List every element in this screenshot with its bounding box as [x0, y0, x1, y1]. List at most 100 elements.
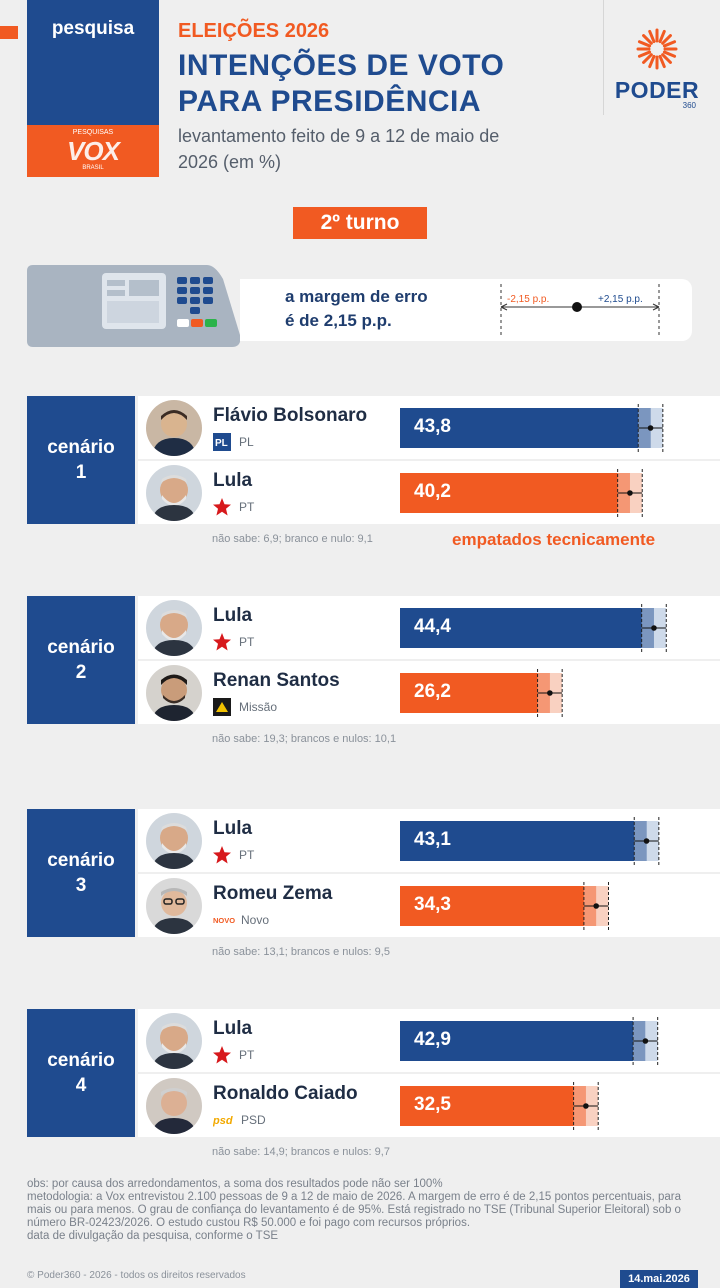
avatar: [146, 600, 202, 656]
scenario-label-number: 1: [75, 462, 87, 483]
party-name: Missão: [239, 700, 278, 714]
party: psd PSD: [213, 1110, 266, 1130]
psd-logo-icon: psd: [213, 1111, 237, 1129]
avatar: [146, 813, 202, 869]
pollster-logo-top-text: PESQUISAS: [72, 129, 114, 136]
scenario-1-label: cenário 1: [27, 396, 135, 524]
subtitle: levantamento feito de 9 a 12 de maio de …: [178, 126, 500, 172]
margin-text-line1: a margem de erro: [285, 287, 428, 306]
scenario-label-word: cenário: [47, 637, 115, 658]
party-name: PT: [239, 500, 255, 514]
scenario-note: não sabe: 13,1; brancos e nulos: 9,5: [212, 946, 390, 958]
candidate-name: Lula: [213, 605, 253, 626]
pollster-logo-text: VOX: [67, 135, 120, 166]
page-title: INTENÇÕES DE VOTO PARA PRESIDÊNCIA: [178, 49, 505, 118]
party: PT: [213, 497, 254, 517]
pt-star-icon: [213, 498, 231, 516]
candidate-name: Flávio Bolsonaro: [213, 405, 368, 426]
scenario-label-number: 3: [75, 875, 87, 896]
scenario-note: não sabe: 14,9; brancos e nulos: 9,7: [212, 1146, 390, 1158]
bar-value-label: 32,5: [414, 1094, 451, 1115]
candidate-row: Flávio Bolsonaro PL PL: [138, 396, 400, 459]
avatar: [146, 878, 202, 934]
candidate-name: Ronaldo Caiado: [213, 1083, 358, 1104]
candidate-row: Lula PT: [138, 596, 400, 659]
bar-value-label: 40,2: [414, 481, 451, 502]
scenario-2-label: cenário 2: [27, 596, 135, 724]
candidate-name: Renan Santos: [213, 670, 340, 691]
avatar: [146, 1013, 202, 1069]
copyright: © Poder360 - 2026 - todos os direitos re…: [27, 1270, 246, 1281]
pollster-logo: PESQUISAS VOX BRASIL: [27, 125, 159, 177]
release-note: data de divulgação da pesquisa, conforme…: [27, 1230, 279, 1242]
avatar: [146, 400, 202, 456]
pt-star-icon: [213, 1046, 231, 1064]
novo-logo-icon: NOVO: [213, 911, 237, 929]
margin-minus-label: -2,15 p.p.: [507, 294, 549, 305]
bar-value-label: 43,8: [414, 416, 451, 437]
category-box: [27, 0, 159, 125]
bar: 43,1: [400, 821, 647, 861]
scenario-label-number: 2: [75, 662, 87, 683]
margin-diagram: -2,15 p.p. +2,15 p.p.: [500, 284, 660, 336]
pl-logo-icon: PL: [213, 433, 231, 451]
avatar: [146, 665, 202, 721]
party-name: PT: [239, 848, 255, 862]
margin-card: [240, 279, 692, 341]
footnotes: obs: por causa dos arredondamentos, a so…: [27, 1178, 695, 1243]
scenario-label-word: cenário: [47, 437, 115, 458]
candidate-row: Ronaldo Caiado psd PSD: [138, 1074, 400, 1137]
margin-plus-label: +2,15 p.p.: [598, 294, 643, 305]
candidate-row: Romeu Zema NOVO Novo: [138, 874, 400, 937]
tie-label: empatados tecnicamente: [452, 530, 656, 549]
bar: 40,2: [400, 473, 630, 513]
bar: 43,8: [400, 408, 651, 448]
party: PT: [213, 1045, 254, 1065]
bar: 42,9: [400, 1021, 646, 1061]
sunburst-icon: [636, 28, 678, 70]
party-name: Novo: [241, 913, 270, 927]
candidate-row: Lula PT: [138, 809, 400, 872]
party: Missão: [213, 697, 277, 717]
pt-star-icon: [213, 846, 231, 864]
svg-text:psd: psd: [213, 1115, 233, 1127]
pollster-logo-bottom-text: BRASIL: [82, 165, 104, 171]
candidate-row: Renan Santos Missão: [138, 661, 400, 724]
bar: 44,4: [400, 608, 654, 648]
candidate-name: Lula: [213, 818, 253, 839]
party: NOVO Novo: [213, 910, 269, 930]
bar-value-label: 26,2: [414, 681, 451, 702]
margin-text: a margem de erro é de 2,15 p.p.: [285, 285, 428, 333]
candidate-name: Romeu Zema: [213, 883, 333, 904]
scenario-3-label: cenário 3: [27, 809, 135, 937]
bar: 26,2: [400, 673, 550, 713]
header-divider: [603, 0, 604, 115]
candidate-name: Lula: [213, 470, 253, 491]
party-name: PT: [239, 1048, 255, 1062]
brand-logo: PODER 360: [612, 28, 702, 110]
bar: 32,5: [400, 1086, 586, 1126]
methodology-note: metodologia: a Vox entrevistou 2.100 pes…: [27, 1191, 682, 1229]
scenario-label-word: cenário: [47, 1050, 115, 1071]
bar-value-label: 44,4: [414, 616, 451, 637]
round-badge: 2º turno: [293, 207, 427, 239]
bar-value-label: 34,3: [414, 894, 451, 915]
party-name: PL: [239, 435, 254, 449]
bar: 34,3: [400, 886, 597, 926]
voting-machine-icon: [27, 265, 241, 347]
party: PL PL: [213, 432, 254, 452]
missao-logo-icon: [213, 698, 231, 716]
party-name: PT: [239, 635, 255, 649]
candidate-row: Lula PT: [138, 1009, 400, 1072]
pt-star-icon: [213, 633, 231, 651]
party: PT: [213, 845, 254, 865]
svg-text:PL: PL: [215, 438, 228, 449]
date-badge: 14.mai.2026: [620, 1270, 698, 1288]
scenario-label-word: cenário: [47, 850, 115, 871]
party-name: PSD: [241, 1113, 266, 1127]
candidate-name: Lula: [213, 1018, 253, 1039]
avatar: [146, 465, 202, 521]
bar-value-label: 42,9: [414, 1029, 451, 1050]
scenario-4-label: cenário 4: [27, 1009, 135, 1137]
obs-note: obs: por causa dos arredondamentos, a so…: [27, 1178, 443, 1190]
